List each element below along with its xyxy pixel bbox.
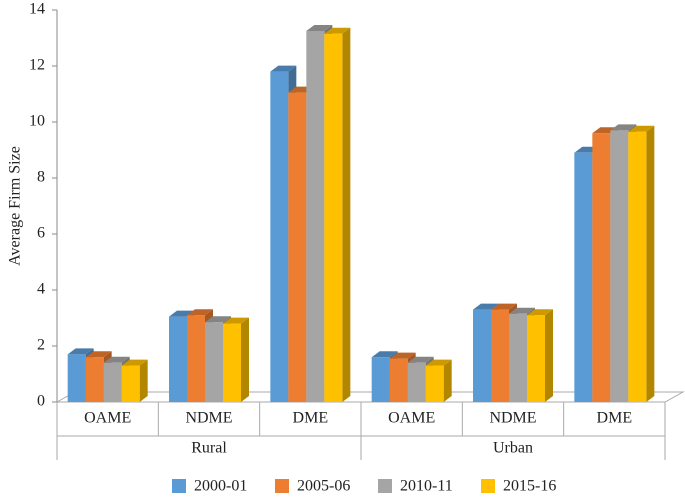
bar-top — [628, 125, 655, 132]
bar — [103, 362, 122, 402]
group-label: Urban — [493, 440, 533, 457]
bar-top — [491, 303, 517, 310]
x-tick-label: DME — [597, 410, 633, 427]
y-tick-label: 6 — [37, 225, 45, 242]
bar-top — [324, 27, 351, 34]
bar — [628, 131, 647, 403]
y-axis-label: Average Firm Size — [7, 146, 24, 266]
bar — [205, 322, 223, 402]
legend-label: 2015-16 — [503, 478, 556, 495]
x-tick-label: DME — [293, 410, 329, 427]
bar — [610, 130, 629, 402]
bar-top — [121, 359, 148, 366]
bar-top — [67, 348, 94, 355]
y-tick-label: 8 — [37, 169, 45, 186]
legend-label: 2000-01 — [194, 478, 247, 495]
x-tick-label: OAME — [388, 410, 435, 427]
y-tick-label: 14 — [29, 1, 45, 18]
bar-side — [241, 317, 249, 402]
bar — [121, 365, 140, 402]
bar-top — [85, 351, 112, 358]
legend-swatch — [481, 479, 495, 493]
legend-swatch — [172, 479, 186, 493]
bar — [389, 358, 408, 402]
bar — [592, 133, 611, 402]
bar — [407, 362, 426, 402]
bar — [425, 365, 444, 402]
bar-top — [205, 316, 231, 323]
bar — [85, 357, 104, 402]
bar-side — [646, 125, 655, 403]
bar-top — [425, 359, 452, 366]
bar — [306, 31, 325, 402]
bar-side — [342, 27, 351, 403]
bar-top — [306, 25, 333, 31]
bar-top — [509, 307, 535, 314]
bar-top — [371, 351, 398, 358]
bar-top — [610, 124, 637, 131]
bar — [574, 152, 593, 402]
bar — [509, 313, 527, 402]
bar-top — [473, 303, 499, 310]
bar — [491, 309, 509, 402]
bar — [270, 71, 289, 402]
legend-swatch — [378, 479, 392, 493]
bar-top — [223, 317, 249, 324]
bar-side — [139, 359, 148, 402]
bar-top — [270, 65, 297, 72]
bar-top — [389, 352, 416, 359]
bar — [324, 33, 343, 403]
legend-swatch — [275, 479, 289, 493]
bar-top — [527, 309, 553, 316]
y-tick-label: 12 — [29, 57, 45, 74]
bar — [288, 92, 307, 402]
y-tick-label: 10 — [29, 113, 45, 130]
bar-top — [407, 356, 434, 363]
legend-label: 2010-11 — [400, 478, 453, 495]
bar — [67, 354, 86, 402]
y-tick-label: 2 — [37, 337, 45, 354]
bar-side — [545, 309, 553, 402]
y-tick-label: 0 — [37, 393, 45, 410]
bar — [473, 309, 491, 402]
bar — [187, 315, 205, 402]
group-label: Rural — [191, 440, 227, 457]
bar-side — [443, 359, 452, 402]
y-tick-label: 4 — [37, 281, 45, 298]
x-tick-label: NDME — [489, 410, 536, 427]
bar — [169, 316, 187, 402]
legend-label: 2005-06 — [297, 478, 350, 495]
bar — [223, 323, 241, 402]
bar-top — [103, 356, 130, 363]
bar — [527, 315, 545, 402]
bar — [371, 357, 390, 402]
bar-top — [187, 309, 213, 316]
x-tick-label: OAME — [84, 410, 131, 427]
x-tick-label: NDME — [185, 410, 232, 427]
